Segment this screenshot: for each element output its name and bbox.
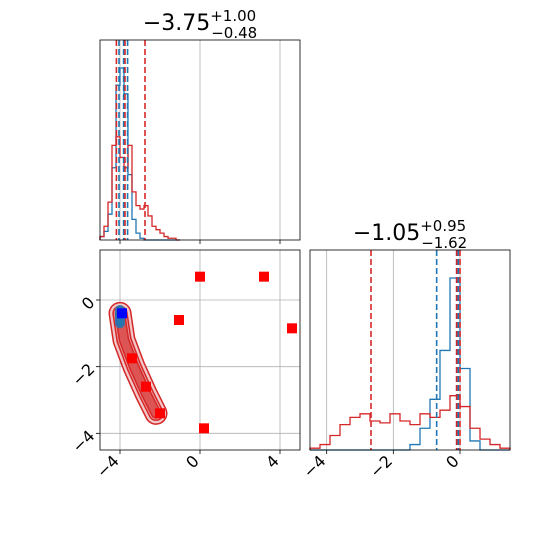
joint-marker: [195, 271, 205, 282]
x-marginal-ticks: [119, 240, 281, 244]
joint-marker: [117, 308, 127, 319]
joint-y-tick-label: 0: [78, 293, 99, 314]
y-marginal-tick-label: −2: [366, 451, 396, 481]
y-marginal-histograms: [309, 277, 511, 451]
x-marginal-title: −3.75+1.00 −0.48: [143, 7, 257, 42]
x-marginal-quantile-lines: [115, 40, 146, 240]
y-marginal-tick-label: 0: [442, 451, 463, 472]
joint-panel: −4 0 4 −4 −2 0: [68, 249, 301, 482]
joint-y-tick-label: −4: [68, 426, 98, 456]
joint-marker: [259, 271, 269, 282]
x-marginal-panel: −3.75+1.00 −0.48: [99, 7, 301, 244]
y-marginal-ticks: −4 −2 0: [299, 450, 463, 482]
joint-marker: [155, 408, 165, 419]
y-marginal-panel: −4 −2 0 −1.05+0.95 −1.62: [299, 217, 511, 482]
x-marginal-grid: [119, 40, 281, 240]
y-marginal-tick-label: −4: [299, 451, 329, 481]
joint-marker: [127, 353, 137, 364]
joint-marker: [174, 315, 184, 325]
x-marginal-histogram-series-1: [99, 136, 180, 241]
y-marginal-frame: [309, 249, 511, 451]
joint-marker: [141, 381, 151, 392]
joint-y-tick-label: −2: [68, 360, 98, 390]
joint-x-tick-label: 4: [262, 451, 283, 472]
joint-marker: [199, 423, 209, 434]
y-marginal-title: −1.05+0.95 −1.62: [353, 217, 467, 252]
joint-x-tick-label: 0: [182, 451, 203, 472]
joint-x-ticks: −4 0 4: [93, 450, 283, 482]
joint-contours: [108, 301, 168, 425]
joint-x-tick-label: −4: [93, 451, 123, 481]
y-marginal-histogram-series-1: [309, 395, 511, 450]
joint-marker: [287, 323, 297, 334]
joint-markers: [117, 271, 297, 434]
x-marginal-histograms: [99, 67, 180, 241]
joint-y-ticks: −4 −2 0: [68, 293, 100, 456]
y-marginal-quantile-lines: [370, 250, 461, 450]
